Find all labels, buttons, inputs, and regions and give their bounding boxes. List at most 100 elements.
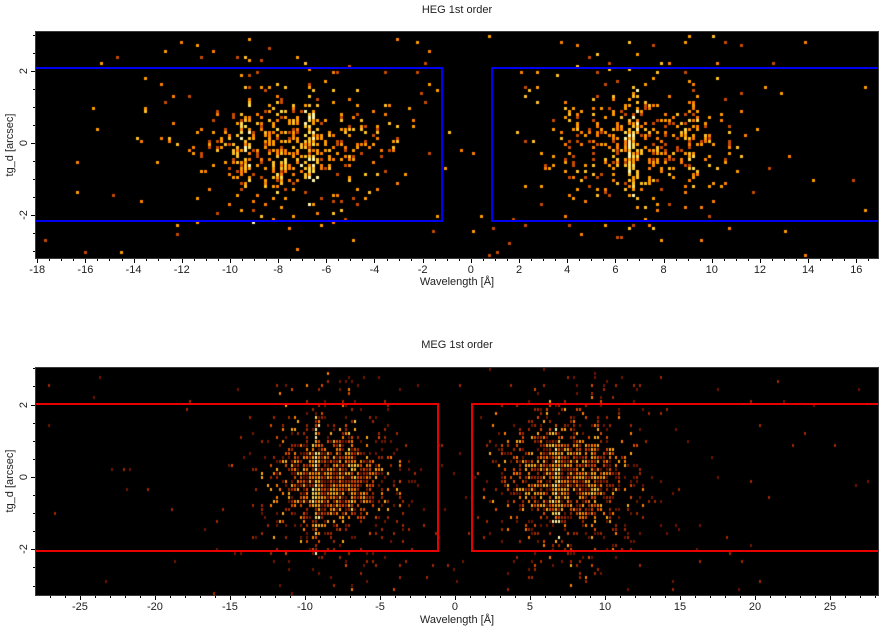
x-tick <box>326 259 328 263</box>
x-minor-tick <box>214 596 216 598</box>
x-minor-tick <box>121 259 123 261</box>
x-minor-tick <box>169 259 171 261</box>
x-minor-tick <box>338 259 340 261</box>
x-tick-label: 25 <box>823 601 837 613</box>
extraction-region-box <box>471 402 878 553</box>
x-tick <box>85 259 87 263</box>
x-tick <box>856 259 858 263</box>
x-minor-tick <box>424 596 426 598</box>
x-tick-label: 6 <box>612 264 619 276</box>
heg-xaxis-label: Wavelength [Å] <box>419 276 495 288</box>
x-tick <box>454 596 456 600</box>
x-minor-tick <box>735 259 737 261</box>
x-minor-tick <box>784 596 786 598</box>
x-minor-tick <box>687 259 689 261</box>
extraction-region-box <box>490 67 878 222</box>
x-tick <box>529 596 531 600</box>
x-minor-tick <box>699 259 701 261</box>
x-minor-tick <box>543 259 545 261</box>
x-tick <box>422 259 424 263</box>
x-minor-tick <box>484 596 486 598</box>
x-minor-tick <box>314 259 316 261</box>
meg-xaxis-label: Wavelength [Å] <box>419 614 495 626</box>
x-tick-label: 4 <box>564 264 571 276</box>
x-tick-label: -5 <box>375 601 385 613</box>
x-tick-label: -20 <box>147 601 163 613</box>
x-minor-tick <box>349 596 351 598</box>
x-tick-label: -15 <box>222 601 238 613</box>
x-minor-tick <box>844 596 846 598</box>
x-minor-tick <box>499 596 501 598</box>
x-minor-tick <box>664 596 666 598</box>
x-minor-tick <box>319 596 321 598</box>
x-minor-tick <box>274 596 276 598</box>
x-minor-tick <box>651 259 653 261</box>
x-tick <box>379 596 381 600</box>
x-minor-tick <box>362 259 364 261</box>
x-minor-tick <box>398 259 400 261</box>
x-minor-tick <box>217 259 219 261</box>
x-minor-tick <box>302 259 304 261</box>
x-tick-label: -4 <box>369 264 380 276</box>
x-minor-tick <box>157 259 159 261</box>
x-tick-label: -16 <box>77 264 94 276</box>
x-minor-tick <box>73 259 75 261</box>
x-minor-tick <box>241 259 243 261</box>
x-tick-label: 10 <box>705 264 718 276</box>
x-minor-tick <box>458 259 460 261</box>
x-tick-label: 0 <box>467 264 474 276</box>
x-tick-label: -2 <box>417 264 428 276</box>
x-minor-tick <box>254 259 256 261</box>
x-minor-tick <box>109 259 111 261</box>
x-tick <box>304 596 306 600</box>
x-minor-tick <box>769 596 771 598</box>
x-minor-tick <box>724 596 726 598</box>
x-minor-tick <box>334 596 336 598</box>
x-minor-tick <box>868 259 870 261</box>
x-minor-tick <box>747 259 749 261</box>
x-minor-tick <box>723 259 725 261</box>
y-tick-label: 0 <box>18 473 30 481</box>
x-tick <box>808 259 810 263</box>
x-tick-label: -14 <box>125 264 142 276</box>
x-tick <box>154 596 156 600</box>
x-minor-tick <box>799 596 801 598</box>
x-minor-tick <box>139 596 141 598</box>
x-tick <box>663 259 665 263</box>
x-minor-tick <box>49 259 51 261</box>
x-tick-label: -8 <box>273 264 283 276</box>
x-minor-tick <box>675 259 677 261</box>
x-minor-tick <box>434 259 436 261</box>
x-minor-tick <box>771 259 773 261</box>
x-minor-tick <box>64 596 66 598</box>
x-tick <box>133 259 135 263</box>
x-minor-tick <box>709 596 711 598</box>
x-minor-tick <box>859 596 861 598</box>
x-minor-tick <box>514 596 516 598</box>
x-minor-tick <box>634 596 636 598</box>
extraction-region-box <box>36 402 439 553</box>
x-tick-label: 12 <box>753 264 767 276</box>
x-minor-tick <box>364 596 366 598</box>
x-minor-tick <box>494 259 496 261</box>
x-minor-tick <box>649 596 651 598</box>
x-minor-tick <box>446 259 448 261</box>
x-tick <box>754 596 756 600</box>
x-minor-tick <box>439 596 441 598</box>
x-minor-tick <box>694 596 696 598</box>
x-tick <box>229 596 231 600</box>
x-minor-tick <box>469 596 471 598</box>
x-tick <box>79 596 81 600</box>
x-minor-tick <box>124 596 126 598</box>
x-minor-tick <box>844 259 846 261</box>
x-minor-tick <box>409 596 411 598</box>
x-minor-tick <box>61 259 63 261</box>
x-tick <box>567 259 569 263</box>
y-tick-label: -2 <box>18 544 30 555</box>
x-minor-tick <box>193 259 195 261</box>
x-minor-tick <box>184 596 186 598</box>
x-minor-tick <box>410 259 412 261</box>
x-minor-tick <box>796 259 798 261</box>
x-tick-label: 0 <box>451 601 459 613</box>
